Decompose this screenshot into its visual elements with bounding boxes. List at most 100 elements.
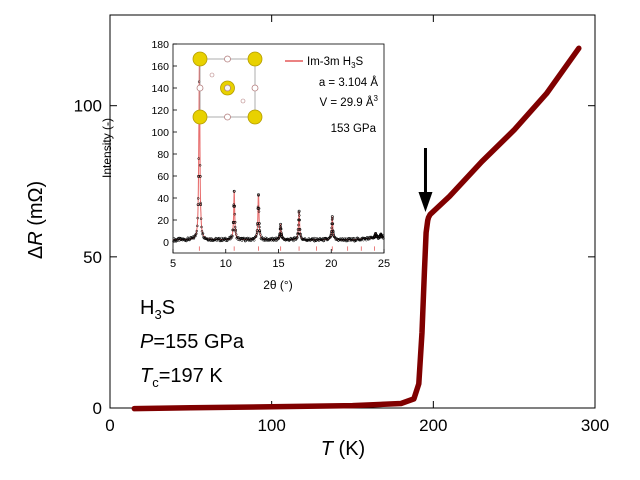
data-point bbox=[334, 236, 337, 240]
data-point bbox=[200, 225, 203, 229]
peak-point bbox=[231, 220, 235, 224]
data-point bbox=[230, 236, 234, 239]
tc-arrow bbox=[418, 148, 433, 212]
data-point bbox=[299, 235, 303, 239]
inset-pressure: 153 GPa bbox=[331, 123, 377, 135]
data-point bbox=[257, 210, 261, 213]
inset-y-axis-title: Intensity (-) bbox=[100, 118, 114, 178]
pressure-label: P=155 GPa bbox=[140, 331, 245, 353]
resistance-curve bbox=[131, 45, 582, 412]
x-tick-label: 0 bbox=[105, 416, 114, 435]
xrd-pattern bbox=[172, 62, 385, 251]
inset-x-tick-label: 25 bbox=[378, 258, 390, 270]
data-point bbox=[345, 239, 349, 243]
x-tick-label: 200 bbox=[419, 416, 447, 435]
data-point bbox=[187, 238, 190, 242]
y-tick-label: 100 bbox=[74, 97, 102, 116]
data-point bbox=[322, 239, 326, 243]
peak-point bbox=[279, 227, 283, 231]
data-point bbox=[255, 233, 258, 236]
main-x-axis-title: T (K) bbox=[321, 438, 365, 460]
peak-point bbox=[257, 193, 260, 197]
peak-point bbox=[258, 229, 262, 233]
inset-y-tick-label: 60 bbox=[157, 171, 169, 183]
data-point bbox=[215, 239, 218, 242]
data-point bbox=[194, 233, 198, 236]
inset-x-tick-label: 20 bbox=[325, 258, 337, 270]
data-point bbox=[188, 238, 191, 242]
data-point bbox=[314, 237, 317, 240]
crystal-structure-icon bbox=[192, 51, 263, 125]
data-point bbox=[259, 233, 262, 236]
data-point bbox=[199, 217, 203, 220]
peak-point bbox=[199, 203, 203, 207]
data-point bbox=[297, 211, 301, 214]
data-point bbox=[195, 232, 198, 235]
peak-point bbox=[196, 203, 200, 207]
peak-point bbox=[233, 220, 237, 224]
data-point bbox=[231, 234, 234, 238]
data-point bbox=[303, 237, 307, 240]
inset-y-tick-label: 40 bbox=[157, 193, 169, 205]
inset-y-tick-label: 20 bbox=[157, 215, 169, 227]
inset-background bbox=[173, 44, 384, 253]
inset-x-axis-title: 2θ (°) bbox=[263, 278, 292, 292]
peak-point bbox=[256, 207, 260, 210]
data-point bbox=[196, 197, 200, 200]
peak-point bbox=[331, 230, 335, 233]
data-point bbox=[352, 236, 356, 240]
data-point bbox=[298, 214, 301, 217]
data-point bbox=[217, 237, 220, 240]
inset-y-tick-label: 0 bbox=[163, 237, 169, 249]
data-point bbox=[199, 201, 202, 205]
peak-point bbox=[256, 222, 260, 225]
data-point bbox=[198, 164, 202, 167]
peak-point bbox=[279, 222, 283, 226]
peak-point bbox=[298, 218, 301, 222]
cell-volume: V = 29.9 Å3 bbox=[320, 94, 379, 109]
data-point bbox=[234, 233, 238, 236]
inset-axis-ticks: 5 10 15 20 25 0 20 40 60 80 100 120 140 160 180 bbox=[151, 39, 390, 270]
data-point bbox=[201, 232, 205, 235]
compound-label: H3S bbox=[140, 297, 175, 322]
data-point bbox=[256, 223, 259, 227]
peak-point bbox=[257, 222, 261, 225]
lattice-parameter: a = 3.104 Å bbox=[319, 76, 378, 89]
peak-point bbox=[298, 228, 302, 231]
peak-point bbox=[198, 174, 202, 178]
data-point bbox=[258, 225, 261, 229]
peak-point bbox=[278, 232, 282, 236]
peak-point bbox=[231, 228, 235, 232]
inset-y-tick-label: 80 bbox=[157, 149, 169, 161]
peak-point bbox=[332, 233, 336, 237]
y-tick-label: 0 bbox=[93, 399, 102, 418]
peak-point bbox=[374, 231, 378, 235]
peak-point bbox=[330, 215, 334, 219]
data-point bbox=[234, 230, 237, 233]
inset-x-tick-label: 10 bbox=[220, 258, 232, 270]
data-point bbox=[196, 216, 199, 220]
data-point bbox=[252, 239, 256, 242]
inset-y-tick-label: 100 bbox=[151, 127, 169, 139]
peak-point bbox=[232, 189, 236, 193]
data-point bbox=[196, 224, 199, 228]
legend-label: Im-3m H3S bbox=[307, 56, 364, 70]
data-point bbox=[292, 239, 295, 243]
data-point bbox=[233, 212, 237, 216]
peak-point bbox=[297, 209, 301, 213]
inset-x-tick-label: 15 bbox=[272, 258, 284, 270]
data-point bbox=[351, 238, 354, 242]
peak-point bbox=[331, 222, 335, 226]
tc-label: Tc=197 K bbox=[140, 365, 223, 390]
inset-x-tick-label: 5 bbox=[170, 258, 176, 270]
peak-point bbox=[296, 228, 300, 231]
data-point bbox=[195, 229, 199, 233]
data-point bbox=[341, 237, 344, 240]
peak-point bbox=[380, 235, 384, 239]
resistance-series-line bbox=[131, 45, 582, 412]
data-point bbox=[258, 230, 262, 234]
data-point bbox=[207, 237, 211, 240]
data-point bbox=[280, 231, 283, 234]
peak-point bbox=[329, 233, 333, 237]
